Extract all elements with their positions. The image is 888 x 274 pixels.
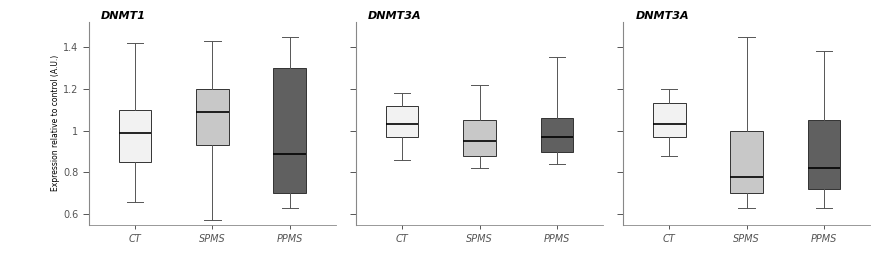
Text: DNMT3A: DNMT3A xyxy=(369,11,422,21)
Y-axis label: Expression relative to control (A.U.): Expression relative to control (A.U.) xyxy=(52,55,60,192)
PathPatch shape xyxy=(386,105,418,137)
PathPatch shape xyxy=(653,104,686,137)
PathPatch shape xyxy=(464,120,496,156)
Text: DNMT1: DNMT1 xyxy=(101,11,147,21)
PathPatch shape xyxy=(541,118,573,152)
Text: DNMT3A: DNMT3A xyxy=(635,11,689,21)
PathPatch shape xyxy=(808,120,840,189)
PathPatch shape xyxy=(196,89,229,145)
PathPatch shape xyxy=(119,110,151,162)
PathPatch shape xyxy=(730,131,763,193)
PathPatch shape xyxy=(274,68,306,193)
